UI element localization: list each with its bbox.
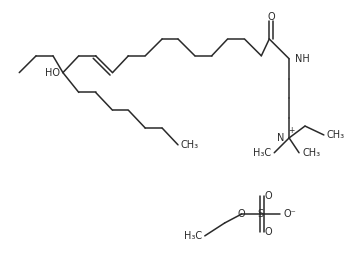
Text: O: O: [238, 209, 245, 219]
Text: S: S: [257, 209, 263, 219]
Text: CH₃: CH₃: [181, 140, 199, 150]
Text: CH₃: CH₃: [302, 148, 320, 158]
Text: N: N: [277, 133, 284, 143]
Text: O: O: [267, 12, 275, 22]
Text: O⁻: O⁻: [283, 209, 296, 219]
Text: HO: HO: [45, 68, 60, 78]
Text: O: O: [264, 227, 272, 237]
Text: CH₃: CH₃: [327, 130, 345, 140]
Text: O: O: [264, 191, 272, 201]
Text: H₃C: H₃C: [184, 231, 202, 241]
Text: H₃C: H₃C: [253, 148, 271, 158]
Text: +: +: [288, 126, 295, 134]
Text: NH: NH: [295, 54, 310, 64]
